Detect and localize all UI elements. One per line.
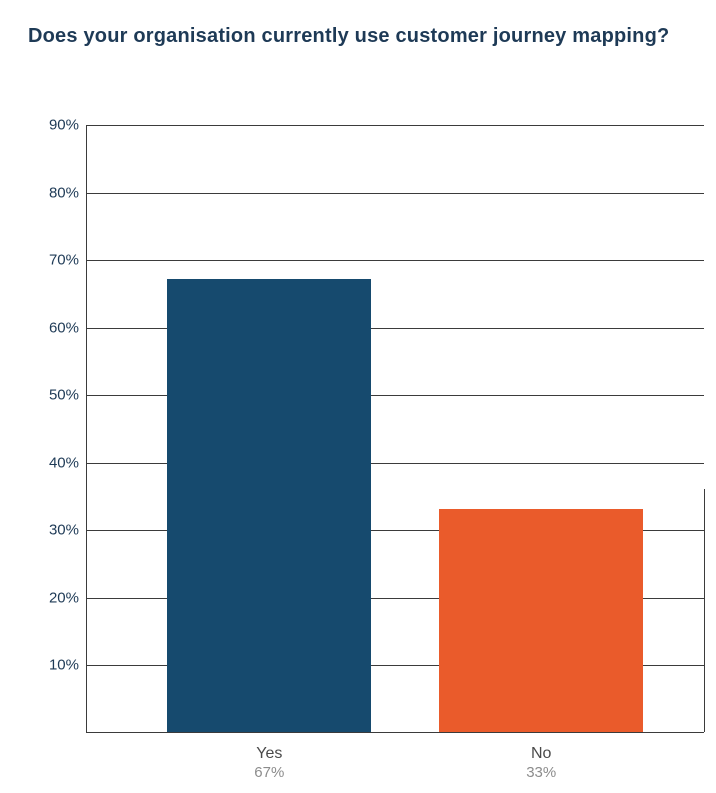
- x-category-yes: Yes67%: [254, 732, 284, 783]
- gridline: [87, 125, 704, 126]
- y-tick-label: 90%: [49, 117, 87, 134]
- chart-title: Does your organisation currently use cus…: [28, 24, 688, 49]
- x-category-value: 33%: [526, 764, 556, 783]
- x-category-label: Yes: [254, 744, 284, 764]
- x-category-no: No33%: [526, 732, 556, 783]
- chart-container: Does your organisation currently use cus…: [0, 0, 716, 754]
- gridline: [87, 193, 704, 194]
- y-tick-label: 70%: [49, 252, 87, 269]
- chart-area: 10% 20% 30% 40% 50% 60% 70% 80% 90% Yes67% No33%: [26, 67, 716, 793]
- y-tick-label: 10%: [49, 657, 87, 674]
- y-tick-label: 60%: [49, 319, 87, 336]
- y-tick-label: 80%: [49, 184, 87, 201]
- y-tick-label: 30%: [49, 522, 87, 539]
- gridline: [87, 260, 704, 261]
- y-tick-label: 20%: [49, 589, 87, 606]
- plot-region: 10%20%30%40%50%60%70%80%90%Yes67%No33%: [86, 125, 704, 733]
- right-edge-strip: [704, 489, 709, 732]
- bar-no: [439, 509, 643, 732]
- bar-yes: [167, 279, 371, 732]
- y-tick-label: 50%: [49, 387, 87, 404]
- x-category-value: 67%: [254, 764, 284, 783]
- x-category-label: No: [526, 744, 556, 764]
- y-tick-label: 40%: [49, 454, 87, 471]
